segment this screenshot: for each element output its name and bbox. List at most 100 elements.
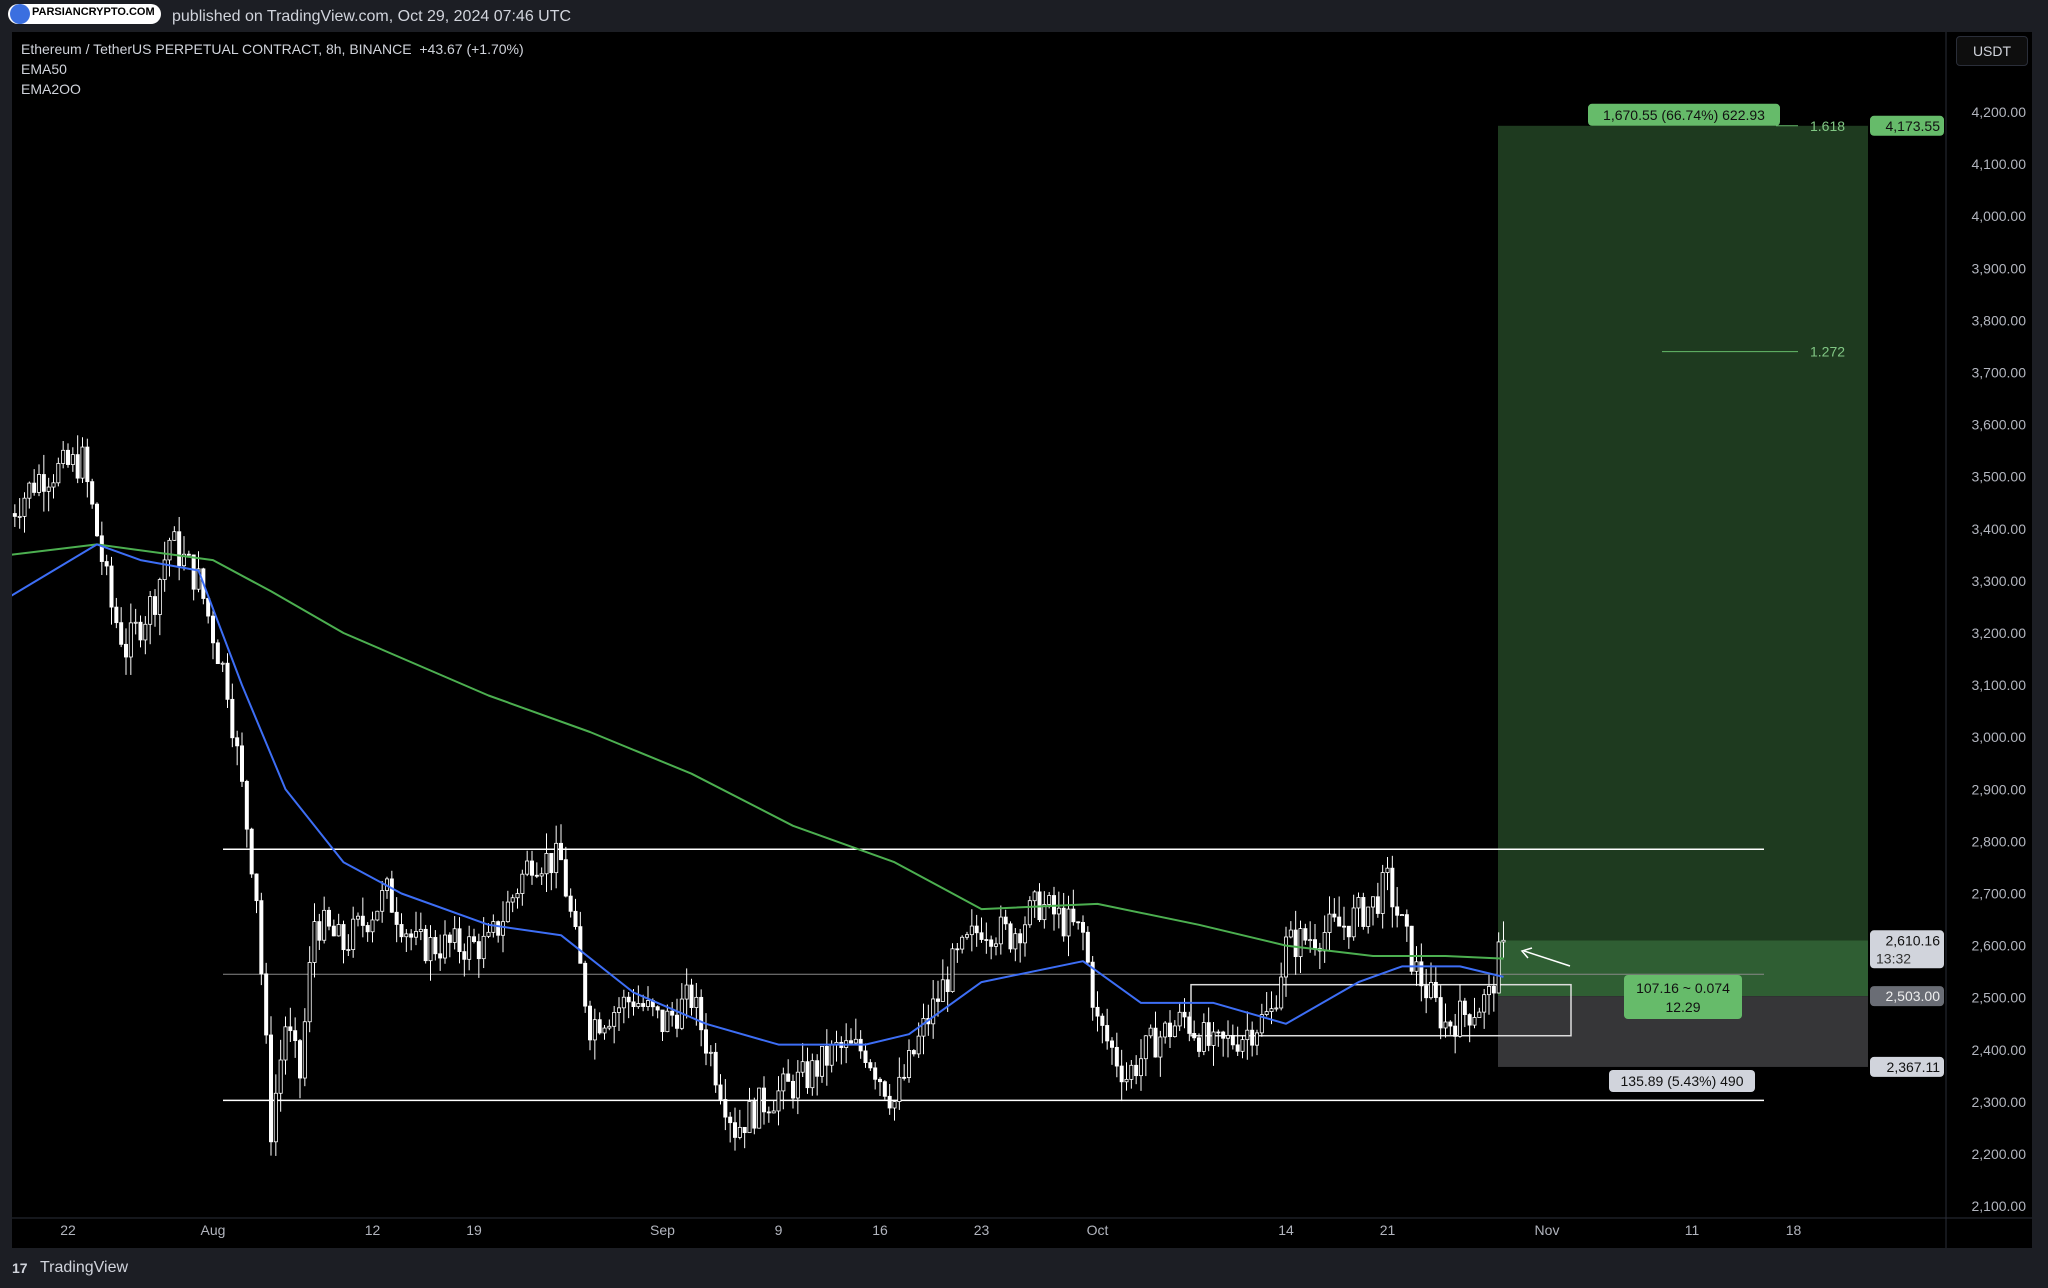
- fib-level-label: 1.272: [1810, 344, 1845, 360]
- candle-body: [331, 925, 336, 937]
- candle-body: [907, 1050, 912, 1078]
- candle-body: [805, 1061, 810, 1089]
- symbol-legend[interactable]: Ethereum / TetherUS PERPETUAL CONTRACT, …: [21, 41, 524, 57]
- candle-body: [1008, 923, 1013, 950]
- currency-button[interactable]: USDT: [1956, 36, 2028, 66]
- risk-reward-box: [1624, 975, 1742, 1019]
- candle-body: [607, 1025, 612, 1029]
- candle-body: [496, 921, 501, 936]
- price-tick: 2,300.00: [1972, 1094, 2027, 1110]
- candle-body: [346, 949, 351, 951]
- candle-body: [1274, 1007, 1279, 1010]
- candle-body: [737, 1126, 742, 1138]
- candle-body: [534, 874, 539, 877]
- candle-body: [1013, 933, 1018, 950]
- candle-body: [771, 1110, 776, 1114]
- candle-body: [530, 860, 535, 876]
- ema200-legend[interactable]: EMA2OO: [21, 81, 81, 97]
- candle-body: [1100, 1015, 1105, 1026]
- candle-body: [360, 915, 365, 926]
- candle-body: [1269, 1008, 1274, 1012]
- time-tick: 14: [1278, 1222, 1294, 1238]
- target-price-tag: [1870, 115, 1944, 136]
- candle-body: [1235, 1044, 1240, 1052]
- candle-body: [375, 910, 380, 921]
- candle-body: [728, 1116, 733, 1124]
- candle-body: [167, 539, 172, 561]
- chart-pane[interactable]: 1.618 1.272 1,670.55 (66.74%) 622.93 107.16…: [12, 32, 2032, 1248]
- candle-body: [583, 962, 588, 1007]
- candle-body: [588, 1005, 593, 1041]
- candle-body: [293, 1030, 298, 1042]
- risk-reward-qty: 12.29: [1665, 999, 1700, 1015]
- candle-body: [849, 1040, 854, 1044]
- candle-body: [61, 449, 66, 464]
- candle-body: [994, 943, 999, 947]
- candle-body: [128, 622, 133, 658]
- candle-body: [1293, 929, 1298, 958]
- target-price-tag-text: 4,173.55: [1886, 118, 1941, 134]
- candle-body: [892, 1101, 897, 1109]
- candle-body: [90, 481, 95, 505]
- watermark-badge: PARSIANCRYPTO.COM: [8, 4, 161, 24]
- candle-body: [1172, 1025, 1177, 1038]
- candle-body: [500, 921, 505, 936]
- candle-body: [1400, 914, 1405, 917]
- candle-body: [1458, 1000, 1463, 1037]
- candle-body: [85, 446, 90, 483]
- candle-body: [326, 909, 331, 927]
- candle-body: [979, 932, 984, 940]
- candle-body: [438, 953, 443, 959]
- candle-body: [520, 873, 525, 894]
- candle-body: [365, 925, 370, 933]
- price-tick: 2,200.00: [1972, 1146, 2027, 1162]
- candle-body: [675, 1014, 680, 1029]
- candle-body: [1501, 939, 1506, 943]
- candle-body: [1284, 936, 1289, 978]
- candle-body: [283, 1026, 288, 1061]
- candle-body: [95, 503, 100, 537]
- candle-body: [1211, 1031, 1216, 1046]
- candle-body: [554, 842, 559, 874]
- candle-body: [911, 1050, 916, 1055]
- candle-body: [1250, 1029, 1255, 1046]
- candle-body: [249, 828, 254, 875]
- candle-body: [1346, 925, 1351, 938]
- candle-body: [694, 996, 699, 1008]
- candle-body: [568, 895, 573, 912]
- candle-body: [409, 933, 414, 938]
- stop-price-tag-text: 2,367.11: [1887, 1059, 1941, 1075]
- time-tick: Sep: [650, 1222, 675, 1238]
- tradingview-brand[interactable]: TradingView: [40, 1259, 129, 1276]
- price-tick: 3,400.00: [1972, 521, 2027, 537]
- price-change: +43.67 (+1.70%): [419, 41, 524, 57]
- candle-body: [950, 948, 955, 992]
- price-tick: 3,300.00: [1972, 573, 2027, 589]
- ema50-legend[interactable]: EMA50: [21, 61, 67, 77]
- candle-body: [752, 1101, 757, 1129]
- candle-body: [655, 1006, 660, 1011]
- candle-body: [723, 1099, 728, 1118]
- candle-body: [447, 934, 452, 943]
- candle-body: [172, 531, 177, 541]
- candle-body: [863, 1050, 868, 1064]
- time-tick: 11: [1685, 1222, 1700, 1238]
- candle-body: [225, 662, 230, 700]
- candle-body: [1201, 1022, 1206, 1052]
- candle-body: [157, 579, 162, 615]
- time-tick: 21: [1380, 1222, 1396, 1238]
- candle-body: [699, 996, 704, 1031]
- candle-body: [1279, 976, 1284, 1009]
- candle-body: [718, 1084, 723, 1100]
- chart-canvas[interactable]: 1.618 1.272 1,670.55 (66.74%) 622.93 107.16…: [12, 32, 2032, 1248]
- ema50-line: [12, 543, 1504, 1046]
- candle-body: [1433, 981, 1438, 998]
- candle-body: [104, 561, 109, 567]
- candle-body: [1090, 961, 1095, 1008]
- candle-body: [602, 1027, 607, 1034]
- candle-body: [186, 553, 191, 556]
- candle-body: [563, 859, 568, 897]
- candle-body: [1027, 900, 1032, 926]
- candle-body: [670, 1010, 675, 1016]
- candle-body: [776, 1090, 781, 1112]
